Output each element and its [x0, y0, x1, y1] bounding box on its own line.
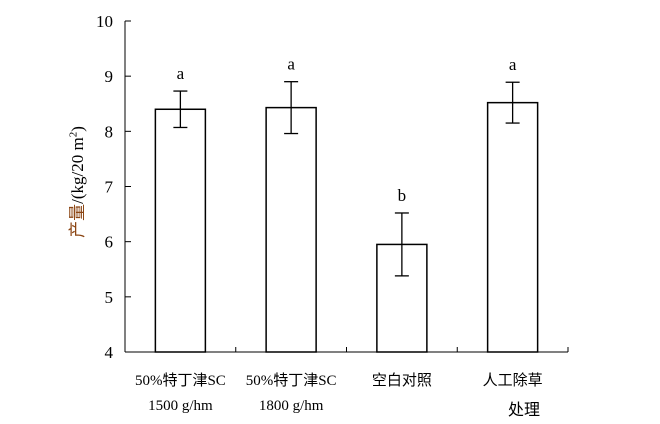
y-tick-label: 6 — [105, 233, 114, 252]
x-tick-label: 50%特丁津SC — [134, 373, 226, 389]
error-bars — [173, 81, 520, 277]
y-axis-label-unit: /(kg/20 m — [68, 137, 87, 204]
significance-label: a — [287, 55, 295, 74]
bar — [486, 101, 539, 353]
y-axis-label-sup: 2 — [67, 131, 80, 138]
significance-label: a — [509, 55, 517, 74]
significance-labels: a a b a — [177, 55, 517, 205]
y-axis-label: 产量/(kg/20 m2) — [63, 97, 87, 267]
bar — [154, 108, 207, 353]
x-tick-label: 1500 g/hm — [148, 398, 213, 414]
x-tick-label: 人工除草 — [482, 373, 543, 389]
significance-label: a — [177, 64, 185, 83]
bars — [154, 101, 539, 353]
x-axis-label: 处理 — [508, 402, 541, 419]
x-tick-label: 空白对照 — [371, 373, 432, 389]
y-tick-label: 10 — [96, 12, 113, 31]
y-tick-label: 8 — [105, 122, 114, 141]
y-tick-label: 7 — [105, 178, 114, 197]
y-tick-label: 9 — [105, 67, 114, 86]
y-axis-label-prefix: 产量 — [68, 203, 87, 238]
x-tick-label: 50%特丁津SC — [245, 373, 337, 389]
bar — [265, 106, 317, 353]
x-tick-label: 1800 g/hm — [258, 398, 324, 414]
y-tick-label: 4 — [105, 343, 114, 362]
significance-label: b — [398, 186, 407, 205]
y-axis-label-close: ) — [68, 126, 87, 132]
y-tick-label: 5 — [105, 288, 114, 307]
